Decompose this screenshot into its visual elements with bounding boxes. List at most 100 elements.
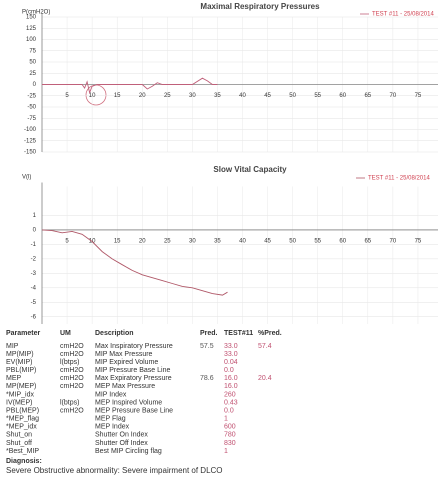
- table-cell: MP(MIP): [6, 351, 34, 358]
- legend-label: TEST #11 - 25/08/2014: [372, 12, 434, 18]
- table-cell: 780: [224, 432, 236, 439]
- table-cell: 0.0: [224, 407, 234, 414]
- table-cell: 1: [224, 448, 228, 455]
- diagnosis-text: Severe Obstructive abnormality: Severe i…: [6, 466, 223, 475]
- y-tick-label: -1: [31, 242, 37, 248]
- table-cell: Shut_off: [6, 440, 32, 447]
- y-tick-label: -125: [24, 138, 37, 144]
- y-tick-label: -75: [27, 116, 36, 122]
- y-tick-label: 125: [26, 26, 37, 32]
- y-tick-label: 150: [26, 15, 37, 21]
- y-tick-label: 75: [29, 48, 36, 54]
- x-tick-label: 65: [364, 238, 371, 244]
- table-cell: MEP Max Pressure: [95, 383, 155, 390]
- table-cell: Max Inspiratory Pressure: [95, 343, 173, 350]
- table-cell: 600: [224, 424, 236, 431]
- table-header: UM: [60, 330, 71, 337]
- table-cell: PBL(MEP): [6, 407, 39, 414]
- x-tick-label: 65: [364, 93, 371, 99]
- x-tick-label: 40: [239, 238, 246, 244]
- table-cell: cmH2O: [60, 351, 84, 358]
- y-tick-label: 50: [29, 60, 36, 66]
- y-tick-label: -100: [24, 127, 37, 133]
- x-tick-label: 70: [390, 93, 397, 99]
- x-tick-label: 60: [339, 238, 346, 244]
- x-tick-label: 15: [114, 238, 121, 244]
- y-tick-label: -4: [31, 285, 37, 291]
- y-axis-label: V(l): [22, 175, 31, 181]
- x-tick-label: 20: [139, 238, 146, 244]
- table-cell: MEP Pressure Base Line: [95, 407, 173, 414]
- x-tick-label: 75: [415, 238, 422, 244]
- table-cell: MEP: [6, 375, 22, 382]
- x-tick-label: 35: [214, 93, 221, 99]
- y-tick-label: 0: [33, 82, 37, 88]
- table-header: Pred.: [200, 330, 218, 337]
- y-tick-label: 100: [26, 37, 37, 43]
- y-tick-label: -2: [31, 256, 37, 262]
- x-tick-label: 5: [65, 238, 69, 244]
- table-cell: MIP Expired Volume: [95, 359, 158, 366]
- x-tick-label: 30: [189, 238, 196, 244]
- table-cell: 78.6: [200, 375, 214, 382]
- table-cell: *MIP_idx: [6, 391, 35, 398]
- table-cell: 830: [224, 440, 236, 447]
- x-tick-label: 10: [89, 93, 96, 99]
- table-cell: cmH2O: [60, 375, 84, 382]
- table-cell: Shutter Off Index: [95, 440, 148, 447]
- x-tick-label: 75: [415, 93, 422, 99]
- table-cell: MEP Inspired Volume: [95, 399, 162, 406]
- y-tick-label: -3: [31, 271, 37, 277]
- x-tick-label: 50: [289, 238, 296, 244]
- table-cell: cmH2O: [60, 343, 84, 350]
- table-cell: Shut_on: [6, 432, 32, 439]
- table-cell: MIP Max Pressure: [95, 351, 153, 358]
- y-tick-label: -50: [27, 105, 36, 111]
- data-line: [42, 77, 218, 95]
- table-cell: 260: [224, 391, 236, 398]
- x-tick-label: 60: [339, 93, 346, 99]
- y-tick-label: 0: [33, 227, 37, 233]
- x-tick-label: 25: [164, 93, 171, 99]
- table-cell: 57.4: [258, 343, 272, 350]
- data-line: [41, 229, 228, 296]
- x-tick-label: 45: [264, 93, 271, 99]
- table-cell: Max Expiratory Pressure: [95, 375, 172, 382]
- chart-title: Slow Vital Capacity: [213, 165, 287, 174]
- x-tick-label: 55: [314, 238, 321, 244]
- table-cell: 20.4: [258, 375, 272, 382]
- table-cell: *Best_MIP: [6, 448, 39, 455]
- y-tick-label: -150: [24, 150, 37, 156]
- y-tick-label: -25: [27, 93, 36, 99]
- table-header: Description: [95, 330, 134, 337]
- table-cell: cmH2O: [60, 407, 84, 414]
- x-tick-label: 55: [314, 93, 321, 99]
- table-cell: 16.0: [224, 383, 238, 390]
- x-tick-label: 30: [189, 93, 196, 99]
- table-cell: MIP: [6, 343, 19, 350]
- table-cell: 33.0: [224, 351, 238, 358]
- table-cell: Best MIP Circling flag: [95, 448, 162, 455]
- table-cell: l(btps): [60, 399, 79, 406]
- chart-title: Maximal Respiratory Pressures: [200, 2, 320, 11]
- table-cell: MEP Index: [95, 424, 130, 431]
- table-cell: 0.43: [224, 399, 238, 406]
- table-header: Parameter: [6, 330, 41, 337]
- diagnosis-title: Diagnosis:: [6, 458, 42, 465]
- x-tick-label: 70: [390, 238, 397, 244]
- table-cell: 16.0: [224, 375, 238, 382]
- x-tick-label: 45: [264, 238, 271, 244]
- table-cell: IV(MEP): [6, 399, 32, 406]
- y-tick-label: -6: [31, 314, 37, 320]
- table-cell: PBL(MIP): [6, 367, 36, 374]
- y-tick-label: 1: [33, 213, 37, 219]
- legend-label: TEST #11 - 25/08/2014: [368, 176, 430, 182]
- table-cell: 0.04: [224, 359, 238, 366]
- table-cell: *MEP_flag: [6, 416, 39, 423]
- x-tick-label: 50: [289, 93, 296, 99]
- table-cell: MP(MEP): [6, 383, 36, 390]
- y-tick-label: -5: [31, 300, 37, 306]
- x-tick-label: 25: [164, 238, 171, 244]
